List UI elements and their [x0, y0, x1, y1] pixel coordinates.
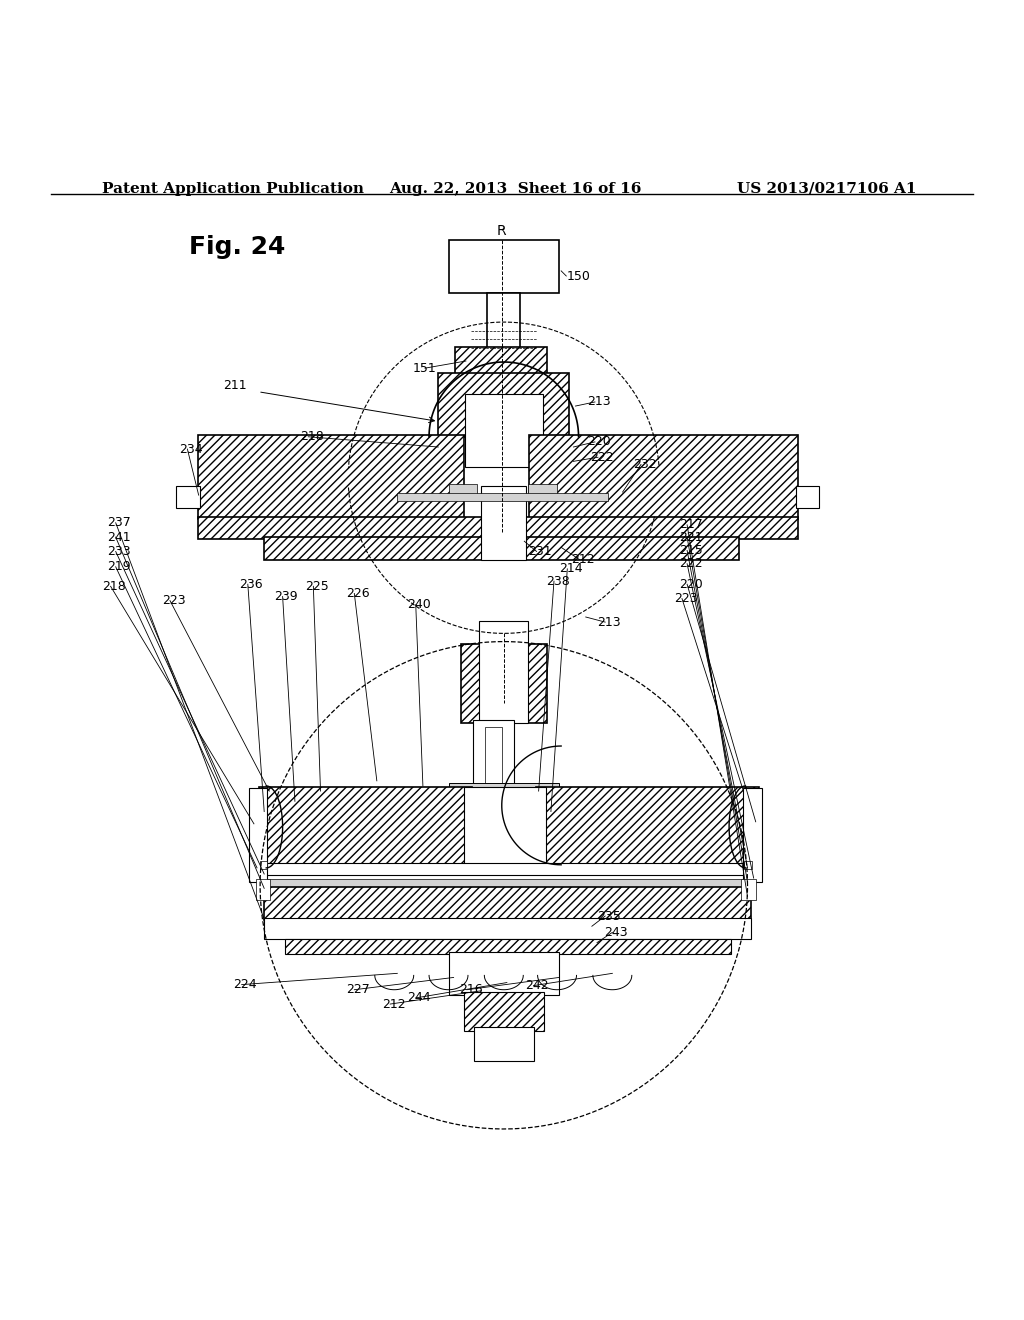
Text: 241: 241 — [108, 531, 131, 544]
Bar — [473, 721, 514, 788]
Text: 151: 151 — [413, 362, 436, 375]
Bar — [449, 484, 477, 498]
Bar — [796, 486, 819, 508]
Text: Patent Application Publication: Patent Application Publication — [102, 182, 365, 195]
Text: 244: 244 — [408, 991, 431, 1005]
Bar — [528, 484, 557, 498]
Text: 235: 235 — [597, 909, 621, 923]
Bar — [474, 1027, 534, 1061]
Text: 233: 233 — [108, 545, 131, 558]
Text: 150: 150 — [566, 269, 590, 282]
Bar — [461, 644, 547, 723]
Bar — [259, 787, 472, 867]
Bar — [536, 787, 759, 867]
Text: 239: 239 — [274, 590, 298, 603]
Bar — [741, 879, 756, 900]
Bar — [744, 861, 752, 869]
Bar — [264, 917, 751, 939]
Text: 234: 234 — [179, 442, 203, 455]
Text: 237: 237 — [108, 516, 131, 529]
Text: 221: 221 — [679, 531, 702, 544]
Bar — [455, 347, 547, 375]
Bar — [249, 788, 267, 882]
Bar — [479, 622, 528, 723]
Text: 224: 224 — [233, 978, 257, 991]
Text: R: R — [497, 224, 507, 238]
Bar — [485, 726, 502, 783]
Text: 232: 232 — [633, 458, 656, 471]
Bar — [481, 486, 526, 560]
Text: 220: 220 — [587, 436, 610, 449]
Text: 238: 238 — [546, 574, 569, 587]
Bar — [449, 783, 559, 795]
Bar — [487, 293, 520, 355]
Text: 216: 216 — [459, 983, 482, 997]
Text: 220: 220 — [679, 578, 702, 591]
Text: 213: 213 — [597, 615, 621, 628]
Bar — [256, 879, 270, 900]
Text: 213: 213 — [587, 396, 610, 408]
Text: 218: 218 — [300, 430, 324, 444]
Text: 231: 231 — [528, 545, 552, 558]
Bar — [449, 952, 559, 995]
Text: 223: 223 — [674, 593, 697, 605]
Text: 217: 217 — [679, 519, 702, 532]
Text: 243: 243 — [604, 925, 628, 939]
Text: 227: 227 — [346, 983, 370, 997]
Text: 211: 211 — [223, 379, 247, 392]
Text: 219: 219 — [108, 560, 131, 573]
Text: 212: 212 — [571, 553, 595, 566]
Text: 222: 222 — [590, 450, 613, 463]
Bar — [465, 393, 543, 467]
Text: Fig. 24: Fig. 24 — [189, 235, 286, 259]
Text: 242: 242 — [525, 979, 549, 993]
Text: 218: 218 — [102, 579, 126, 593]
Bar — [438, 374, 569, 437]
Bar — [397, 494, 608, 502]
Bar — [264, 863, 751, 875]
Bar — [285, 939, 731, 954]
Text: Aug. 22, 2013  Sheet 16 of 16: Aug. 22, 2013 Sheet 16 of 16 — [389, 182, 641, 195]
Bar — [449, 240, 559, 293]
Text: US 2013/0217106 A1: US 2013/0217106 A1 — [737, 182, 916, 195]
Text: 214: 214 — [559, 562, 583, 576]
Text: 225: 225 — [305, 579, 329, 593]
Text: 223: 223 — [162, 594, 185, 607]
Bar — [264, 887, 751, 920]
Text: 212: 212 — [382, 998, 406, 1011]
Bar — [264, 879, 751, 890]
Text: 240: 240 — [408, 598, 431, 611]
Bar — [264, 537, 739, 560]
Bar — [176, 486, 200, 508]
Bar — [198, 516, 798, 539]
Text: 226: 226 — [346, 587, 370, 599]
Bar — [198, 434, 464, 519]
Text: 215: 215 — [679, 544, 702, 557]
Bar — [464, 991, 544, 1031]
Text: 236: 236 — [240, 578, 263, 591]
Text: 222: 222 — [679, 557, 702, 570]
Bar — [464, 787, 546, 867]
Bar — [529, 434, 798, 519]
Bar — [743, 788, 762, 882]
Bar — [260, 861, 267, 869]
